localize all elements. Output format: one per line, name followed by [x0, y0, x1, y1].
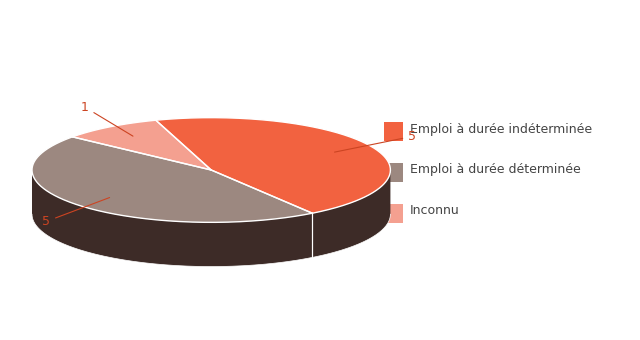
- Text: 5: 5: [42, 198, 109, 228]
- FancyBboxPatch shape: [384, 204, 403, 223]
- Polygon shape: [72, 120, 211, 170]
- Text: Inconnu: Inconnu: [410, 204, 460, 217]
- Polygon shape: [32, 170, 312, 267]
- Polygon shape: [211, 170, 312, 257]
- Text: Emploi à durée indéterminée: Emploi à durée indéterminée: [410, 123, 592, 136]
- Polygon shape: [312, 170, 390, 257]
- Polygon shape: [211, 170, 312, 257]
- FancyBboxPatch shape: [384, 163, 403, 182]
- Polygon shape: [156, 118, 390, 213]
- Polygon shape: [32, 137, 312, 222]
- Text: Emploi à durée déterminée: Emploi à durée déterminée: [410, 164, 580, 176]
- FancyBboxPatch shape: [384, 122, 403, 141]
- Text: 5: 5: [335, 130, 416, 152]
- Text: 1: 1: [81, 101, 133, 136]
